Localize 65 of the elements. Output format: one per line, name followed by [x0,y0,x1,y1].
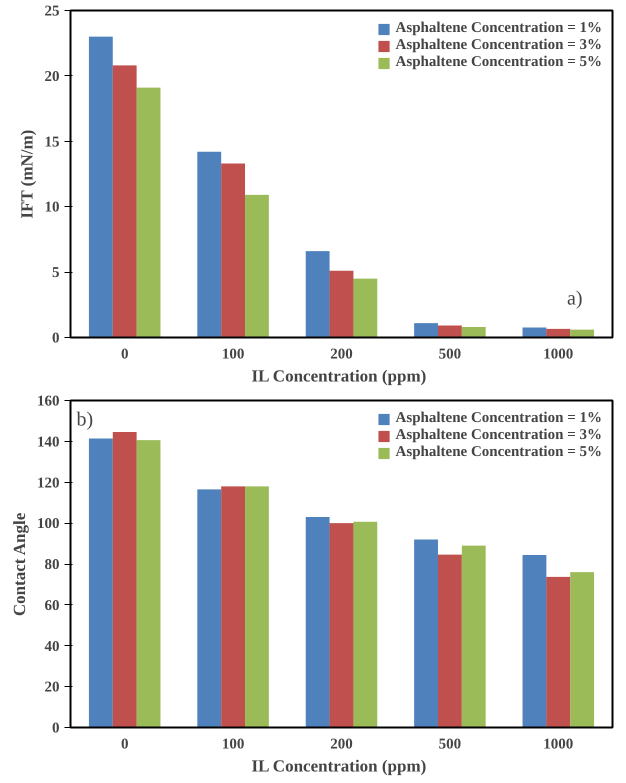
x-tick-label: 500 [438,736,462,752]
x-tick-label: 100 [222,736,244,752]
y-tick-label: 0 [52,330,60,346]
y-tick-label: 5 [52,265,60,282]
bar [570,572,594,728]
bar [438,554,462,728]
x-tick-label: 0 [120,346,128,362]
bar [112,432,137,728]
y-tick-label: 40 [44,638,60,655]
y-tick-label: 0 [52,720,60,736]
annotation: b) [76,408,94,430]
y-tick-label: 100 [37,516,60,532]
bar [112,65,137,338]
x-tick-label: 200 [330,346,353,362]
bar [570,330,594,338]
y-tick-label: 10 [44,200,60,216]
bar [197,489,222,728]
bar [330,523,354,728]
y-tick-label: 160 [37,394,60,410]
bar [245,486,269,728]
bar [306,251,330,338]
bar [306,516,330,728]
x-axis-title: IL Concentration (ppm) [252,366,426,386]
bar [414,323,438,338]
legend-label: Asphaltene Concentration = 1% [396,410,602,427]
y-tick-label: 15 [44,134,60,150]
y-axis-title: IFT (mN/m) [18,130,36,219]
legend-label: Asphaltene Concentration = 5% [396,54,602,71]
x-tick-label: 1000 [543,736,574,752]
bar [221,486,246,728]
x-tick-label: 100 [222,346,244,362]
legend-label: Asphaltene Concentration = 3% [396,427,602,444]
x-axis-title: IL Concentration (ppm) [252,756,426,776]
bar [136,440,160,728]
bar [414,539,438,728]
bar [438,325,462,338]
bar [353,522,378,728]
legend-label: Asphaltene Concentration = 1% [396,20,602,37]
y-tick-label: 140 [37,434,60,450]
legend-label: Asphaltene Concentration = 5% [396,444,602,461]
bar [522,328,546,338]
bar [88,36,113,338]
y-tick-label: 20 [44,680,60,696]
y-tick-label: 120 [37,475,60,492]
x-tick-label: 200 [330,736,353,752]
bar [330,270,354,338]
bar [197,152,222,338]
bar [88,438,113,728]
legend-label: Asphaltene Concentration = 3% [396,37,602,54]
bar [245,194,269,338]
bar [221,164,246,338]
bar [462,546,486,728]
y-tick-label: 20 [44,68,60,85]
y-tick-label: 60 [44,598,60,614]
annotation: a) [566,288,583,310]
bar [353,278,378,338]
bar [546,576,570,728]
y-axis-title: Contact Angle [10,512,29,616]
x-tick-label: 0 [120,736,128,752]
bar [522,555,546,728]
x-tick-label: 1000 [543,346,574,362]
y-tick-label: 25 [44,4,60,20]
x-tick-label: 500 [438,346,462,362]
y-tick-label: 80 [44,557,60,573]
bar [136,88,160,338]
